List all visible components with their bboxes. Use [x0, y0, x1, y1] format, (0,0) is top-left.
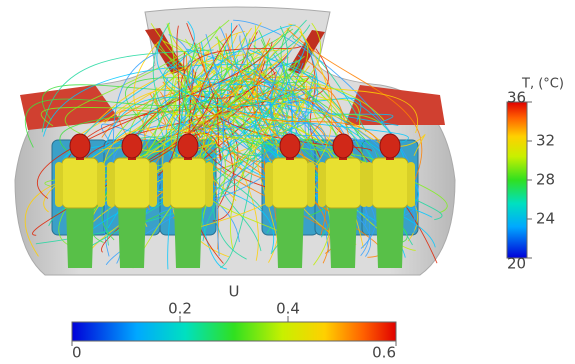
legs [276, 205, 304, 268]
head [122, 134, 142, 158]
temperature-tick-label: 24 [536, 210, 555, 228]
temperature-colorbar [507, 102, 527, 258]
legs [376, 205, 404, 268]
arm [318, 162, 326, 207]
velocity-tick-label: 0.4 [276, 300, 300, 318]
velocity-tick-label: 0.6 [372, 344, 396, 362]
legs [118, 205, 146, 268]
arm [55, 162, 63, 207]
arm [205, 162, 213, 207]
legs [174, 205, 202, 268]
arm [107, 162, 115, 207]
velocity-colorbar [72, 322, 396, 341]
cabin-scene [15, 7, 455, 275]
torso [114, 158, 150, 208]
arm [307, 162, 315, 207]
arm [407, 162, 415, 207]
arm [365, 162, 373, 207]
arm [97, 162, 105, 207]
torso [62, 158, 98, 208]
arm [163, 162, 171, 207]
velocity-tick-label: 0.2 [168, 300, 192, 318]
legs [66, 205, 94, 268]
temperature-tick-label: 20 [507, 255, 526, 273]
temperature-tick-label: 28 [536, 171, 555, 189]
arm [149, 162, 157, 207]
head [70, 134, 90, 158]
velocity-label: U [229, 283, 240, 301]
head [280, 134, 300, 158]
head [380, 134, 400, 158]
temperature-tick-label: 32 [536, 132, 555, 150]
head [178, 134, 198, 158]
arm [265, 162, 273, 207]
torso [372, 158, 408, 208]
velocity-tick-label: 0 [72, 344, 82, 362]
visualization: T, (°C) U 20 24 28 32 36 0 0.2 0.4 0.6 [0, 0, 575, 364]
temperature-tick-label: 36 [507, 89, 526, 107]
torso [170, 158, 206, 208]
head [333, 134, 353, 158]
legs [329, 205, 357, 268]
torso [272, 158, 308, 208]
temperature-label: T, (°C) [521, 77, 564, 92]
torso [325, 158, 361, 208]
